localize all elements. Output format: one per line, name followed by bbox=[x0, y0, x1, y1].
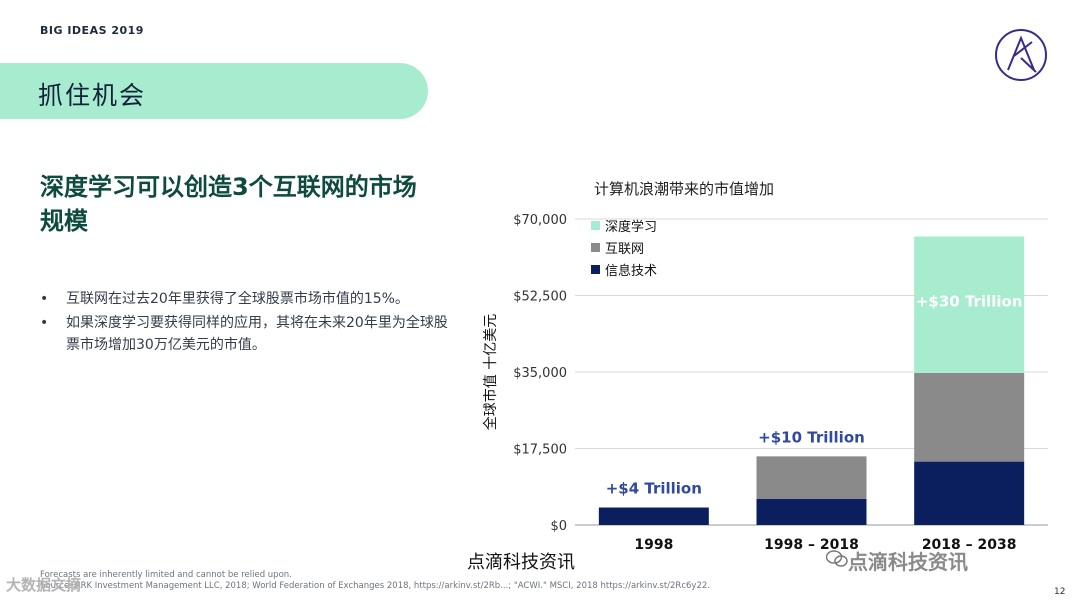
footnote-line-1: Forecasts are inherently limited and can… bbox=[40, 570, 292, 580]
bullet-item: 如果深度学习要获得同样的应用，其将在未来20年里为全球股票市场增加30万亿美元的… bbox=[40, 312, 450, 356]
bar-segment bbox=[914, 236, 1025, 373]
ark-logo-icon bbox=[995, 29, 1047, 81]
headline-line-1: 深度学习可以创造3个互联网的市场 bbox=[40, 173, 417, 201]
watermark-center: 点滴科技资讯 bbox=[467, 552, 575, 573]
footnote-line-2: Source: ARK Investment Management LLC, 2… bbox=[40, 581, 710, 591]
legend-swatch bbox=[591, 265, 600, 274]
x-tick-label: 1998 – 2018 bbox=[764, 537, 859, 553]
headline: 深度学习可以创造3个互联网的市场 规模 bbox=[40, 170, 460, 238]
section-title: 抓住机会 bbox=[38, 81, 147, 110]
bar-segment bbox=[756, 498, 867, 525]
stacked-bar-chart: $0 $17,500 $35,000 $52,500 $70,000 全球市值 十亿美元 1… bbox=[482, 213, 1048, 553]
data-annotation: +$10 Trillion bbox=[758, 428, 865, 446]
legend-label: 互联网 bbox=[605, 242, 644, 257]
x-tick-label: 1998 bbox=[634, 537, 673, 553]
bar-segment bbox=[914, 461, 1025, 525]
data-annotation: +$4 Trillion bbox=[606, 480, 702, 498]
y-tick-label: $70,000 bbox=[513, 213, 567, 228]
bar-segment bbox=[914, 372, 1025, 462]
header-label: BIG IDEAS 2019 bbox=[40, 24, 144, 37]
bar-segment bbox=[598, 507, 709, 525]
y-tick-label: $0 bbox=[550, 519, 567, 534]
legend-label: 深度学习 bbox=[605, 219, 657, 235]
x-tick-label: 2018 – 2038 bbox=[922, 537, 1017, 553]
y-axis-label: 全球市值 十亿美元 bbox=[482, 314, 499, 430]
watermark-right: 点滴科技资讯 bbox=[848, 550, 968, 574]
y-tick-label: $17,500 bbox=[513, 443, 567, 458]
y-tick-label: $52,500 bbox=[513, 290, 567, 305]
legend-swatch bbox=[591, 243, 600, 252]
legend-swatch bbox=[591, 221, 600, 230]
bar-segment bbox=[756, 456, 867, 499]
section-title-band bbox=[0, 63, 428, 119]
data-annotation: +$30 Trillion bbox=[916, 292, 1023, 310]
headline-line-2: 规模 bbox=[40, 207, 88, 235]
page-number: 12 bbox=[1054, 587, 1066, 597]
bullet-item: 互联网在过去20年里获得了全球股票市场市值的15%。 bbox=[40, 288, 450, 310]
footnote: Forecasts are inherently limited and can… bbox=[40, 570, 710, 592]
bullet-list: 互联网在过去20年里获得了全球股票市场市值的15%。 如果深度学习要获得同样的应… bbox=[40, 288, 450, 358]
chart-title: 计算机浪潮带来的市值增加 bbox=[594, 180, 775, 198]
y-tick-label: $35,000 bbox=[513, 366, 567, 381]
wechat-icon bbox=[826, 550, 848, 567]
legend-label: 信息技术 bbox=[605, 263, 657, 279]
watermark-left: 大数据文摘 bbox=[6, 576, 82, 594]
